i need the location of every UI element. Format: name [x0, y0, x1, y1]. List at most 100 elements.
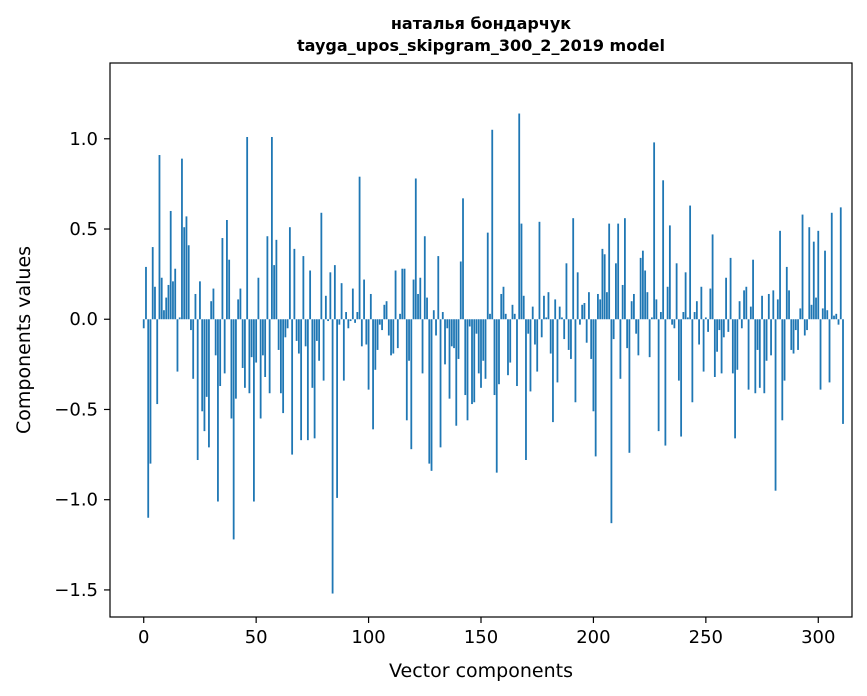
bar — [788, 290, 790, 320]
x-tick-label: 100 — [351, 627, 385, 648]
bar — [749, 306, 752, 320]
bar — [583, 303, 586, 320]
bar — [819, 319, 822, 390]
bar — [576, 272, 579, 320]
bar — [414, 178, 417, 320]
bar — [556, 319, 559, 383]
bar — [731, 319, 734, 374]
bar — [473, 319, 476, 403]
bar — [147, 319, 150, 518]
bar — [160, 277, 163, 320]
bar — [507, 319, 509, 376]
bar — [259, 319, 262, 419]
bar — [729, 257, 732, 320]
bar — [219, 319, 222, 387]
bar — [363, 279, 365, 320]
y-tick-label: 0.5 — [69, 219, 98, 240]
bar — [205, 319, 208, 397]
bar — [695, 301, 698, 320]
bar — [500, 293, 503, 320]
bar — [761, 295, 763, 320]
bar — [590, 319, 593, 359]
bar — [480, 319, 482, 388]
bar — [740, 319, 743, 329]
bar — [552, 319, 554, 423]
bar — [565, 263, 568, 320]
bar — [662, 180, 665, 320]
bar — [545, 317, 548, 320]
bar — [491, 129, 494, 320]
bar — [279, 319, 282, 394]
bar — [833, 315, 835, 320]
bar — [601, 248, 604, 320]
bar — [700, 286, 703, 320]
bar — [549, 319, 552, 354]
bar — [262, 319, 264, 356]
bar — [288, 227, 291, 320]
bar — [644, 270, 647, 320]
bar — [329, 272, 332, 320]
bar — [592, 319, 595, 412]
x-tick-label: 50 — [245, 627, 268, 648]
bar — [693, 312, 696, 320]
x-tick-label: 300 — [801, 627, 835, 648]
bar — [154, 286, 156, 320]
bar — [824, 250, 826, 320]
bar — [664, 319, 667, 446]
bar — [531, 306, 534, 320]
bar — [237, 299, 240, 320]
bar — [785, 266, 788, 320]
bar — [619, 319, 622, 379]
bar — [181, 158, 183, 320]
bar — [738, 301, 741, 320]
bar — [208, 319, 210, 448]
bar — [324, 295, 327, 320]
bar — [495, 319, 498, 473]
bar — [646, 292, 649, 320]
bar — [758, 319, 761, 388]
bar — [270, 136, 273, 320]
bar — [432, 310, 435, 320]
bar — [232, 319, 235, 540]
bar — [446, 319, 449, 329]
bar — [610, 319, 613, 524]
bar — [536, 319, 539, 372]
y-axis-label: Components values — [13, 246, 35, 434]
bar — [468, 319, 471, 327]
bar — [295, 319, 298, 341]
bar — [356, 312, 359, 320]
bar — [689, 205, 692, 320]
bar — [588, 292, 590, 320]
bar — [794, 319, 797, 331]
bar — [338, 319, 341, 325]
bar — [462, 198, 464, 320]
bar — [291, 319, 294, 455]
bar — [842, 319, 844, 424]
y-tick-label: −1.5 — [54, 580, 98, 601]
bar — [570, 319, 572, 359]
bar — [199, 281, 201, 320]
bar — [639, 257, 642, 320]
bar — [597, 293, 599, 320]
bar — [493, 319, 496, 396]
x-axis-ticks: 0 50 100 150 200 250 300 — [138, 617, 835, 648]
bar — [156, 319, 159, 405]
bar — [230, 319, 233, 419]
bar — [399, 313, 401, 320]
bar — [540, 319, 543, 338]
bar — [172, 281, 174, 320]
bar — [659, 312, 662, 320]
bar — [543, 295, 545, 320]
bar — [752, 259, 754, 320]
bar — [803, 319, 806, 336]
bar — [441, 312, 444, 320]
bar — [772, 290, 775, 320]
x-tick-label: 200 — [576, 627, 610, 648]
bar — [354, 319, 356, 323]
bar — [828, 319, 831, 383]
bar — [475, 319, 478, 334]
bar — [396, 319, 399, 349]
bar — [563, 319, 566, 340]
bar — [401, 268, 404, 320]
bar — [149, 319, 152, 464]
